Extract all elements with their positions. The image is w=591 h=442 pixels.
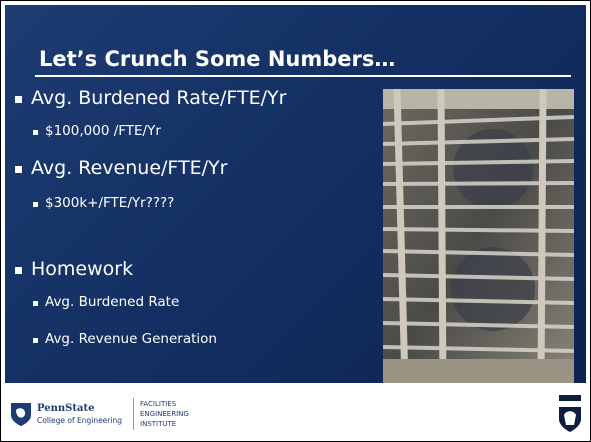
photo bbox=[383, 89, 574, 383]
program-badge bbox=[556, 393, 584, 433]
bullet bbox=[33, 130, 38, 135]
slide-title: Let’s Crunch Some Numbers… bbox=[39, 47, 395, 71]
bullet bbox=[33, 202, 38, 207]
bullet-text: Avg. Revenue/FTE/Yr bbox=[31, 157, 227, 179]
slide-background: Let’s Crunch Some Numbers… Avg. Burdened… bbox=[5, 5, 586, 383]
title-rule bbox=[35, 75, 571, 77]
page: Let’s Crunch Some Numbers… Avg. Burdened… bbox=[0, 0, 591, 442]
bullet bbox=[33, 338, 38, 343]
sub-bullet-text: Avg. Burdened Rate bbox=[45, 294, 179, 310]
sub-bullet-text: $300k+/FTE/Yr???? bbox=[45, 195, 174, 211]
institute-line: INSTITUTE bbox=[140, 419, 189, 429]
institute-line: FACILITIES bbox=[140, 399, 189, 409]
divider bbox=[133, 398, 134, 430]
institute-name: FACILITIES ENGINEERING INSTITUTE bbox=[140, 399, 189, 429]
logo-name: PennState bbox=[37, 403, 94, 414]
sub-bullet-text: $100,000 /FTE/Yr bbox=[45, 123, 161, 139]
institute-line: ENGINEERING bbox=[140, 409, 189, 419]
sub-bullet-text: Avg. Revenue Generation bbox=[45, 331, 217, 347]
bullet bbox=[15, 267, 22, 274]
bullet bbox=[33, 301, 38, 306]
logo-subtitle: College of Engineering bbox=[37, 416, 122, 425]
bullet-text: Avg. Burdened Rate/FTE/Yr bbox=[31, 87, 286, 109]
slide: Let’s Crunch Some Numbers… Avg. Burdened… bbox=[0, 0, 591, 442]
pennstate-shield bbox=[10, 402, 32, 427]
bullet bbox=[15, 166, 22, 173]
bullet-text: Homework bbox=[31, 258, 133, 280]
bullet bbox=[15, 96, 22, 103]
